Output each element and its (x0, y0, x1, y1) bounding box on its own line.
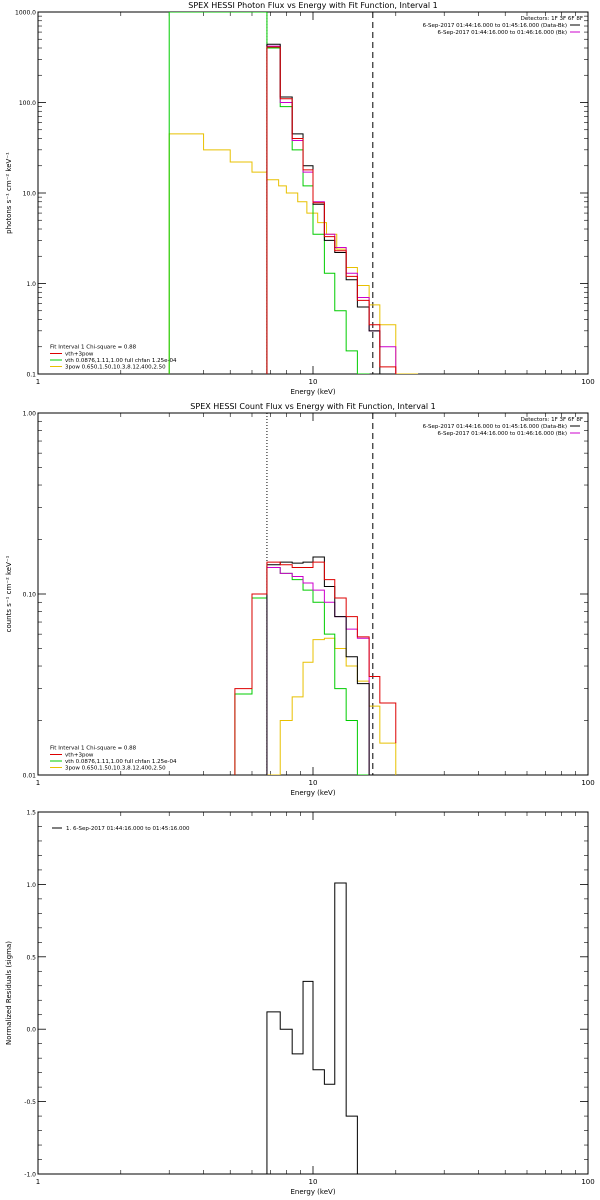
legend-entry-label: vth 0.0876,1.11,1.00 full chfan 1.25e-04 (65, 358, 177, 364)
legend-entry-label: vth 0.0876,1.11,1.00 full chfan 1.25e-04 (65, 759, 177, 765)
legend-entry-label: 6-Sep-2017 01:44:16.000 to 01:45:16.000 … (423, 424, 567, 430)
plot-area (266, 882, 370, 1174)
legend-detectors: Detectors: 1F 3F 6F 8F (521, 417, 583, 423)
series-histogram-5 (234, 561, 397, 775)
series-histogram-1 (266, 637, 397, 775)
y-axis-label: photons s⁻¹ cm⁻² keV⁻¹ (5, 152, 13, 234)
y-tick-label: 0.0 (26, 1027, 36, 1034)
y-tick-label: 100.0 (19, 100, 36, 107)
series-histogram-5 (266, 43, 381, 374)
y-axis-label: Normalized Residuals (sigma) (5, 941, 13, 1045)
x-tick-label: 10 (309, 779, 318, 787)
x-tick-label: 1 (36, 1178, 40, 1186)
y-tick-label: 1.00 (23, 411, 37, 418)
chart-panel-3: 1 10 100 -1.0 -0.5 0.0 0.5 1.0 1.5 Energy (keV) No… (5, 810, 595, 1197)
y-axis-label: counts s⁻¹ cm⁻² keV⁻¹ (5, 555, 13, 632)
series-histogram-3 (266, 47, 370, 374)
x-tick-label: 10 (309, 378, 318, 386)
legend-entry-label: 3pow 0.650,1.50,10.3,8.12,400,2.50 (65, 766, 166, 772)
y-tick-label: 1.0 (26, 281, 36, 288)
y-tick-label: 0.5 (26, 954, 36, 961)
chart-title: SPEX HESSI Photon Flux vs Energy with Fi… (188, 1, 438, 10)
series-histogram-3 (266, 567, 370, 775)
series-histogram-6 (266, 46, 397, 374)
legend-entry-label: 1. 6-Sep-2017 01:44:16.000 to 01:45:16.0… (66, 826, 190, 832)
y-tick-label: 1.5 (26, 810, 36, 817)
legend-fit-header: Fit Interval 1 Chi-square = 0.88 (50, 746, 137, 752)
series-histogram-2 (234, 567, 370, 775)
y-tick-label: -1.0 (24, 1172, 36, 1179)
series-histogram-4 (266, 556, 370, 775)
series-histogram-1 (266, 882, 370, 1174)
y-tick-label: -0.5 (24, 1099, 36, 1106)
legend-detectors: Detectors: 1F 3F 6F 8F (521, 16, 583, 22)
legend-entry-label: 3pow 0.650,1.50,10.3,8.12,400,2.50 (65, 365, 166, 371)
legend-entry-label: 6-Sep-2017 01:44:16.000 to 01:46:16.000 … (438, 30, 568, 36)
y-tick-label: 0.1 (26, 372, 36, 379)
x-axis-label: Energy (keV) (290, 789, 335, 797)
y-tick-label: 1.0 (26, 882, 36, 889)
legend-entry-label: 6-Sep-2017 01:44:16.000 to 01:45:16.000 … (423, 23, 567, 29)
series-histogram-1 (168, 133, 419, 374)
series-histogram-4 (266, 45, 397, 374)
legend-fit-header: Fit Interval 1 Chi-square = 0.88 (50, 345, 137, 351)
chart-title: SPEX HESSI Count Flux vs Energy with Fit… (190, 402, 435, 411)
legend-entry-label: vth+3pow (65, 753, 94, 759)
legend-entry-label: 6-Sep-2017 01:44:16.000 to 01:46:16.000 … (438, 431, 568, 437)
y-tick-label: 0.01 (23, 773, 37, 780)
y-tick-label: 0.10 (23, 592, 37, 599)
legend-entry-label: vth+3pow (65, 352, 94, 358)
x-tick-label: 10 (309, 1178, 318, 1186)
chart-panel-2: SPEX HESSI Count Flux vs Energy with Fit… (5, 402, 595, 797)
x-tick-label: 100 (581, 1178, 594, 1186)
x-tick-label: 100 (581, 378, 594, 386)
chart-panel-1: SPEX HESSI Photon Flux vs Energy with Fi… (5, 1, 595, 396)
x-tick-label: 1 (36, 378, 40, 386)
series-histogram-2 (168, 12, 268, 374)
y-tick-label: 1000.0 (15, 10, 36, 17)
y-tick-label: 10.0 (23, 191, 37, 198)
x-axis-label: Energy (keV) (290, 388, 335, 396)
x-tick-label: 100 (581, 779, 594, 787)
x-axis-label: Energy (keV) (290, 1188, 335, 1196)
x-tick-label: 1 (36, 779, 40, 787)
plot-area (168, 12, 419, 374)
plot-area (234, 413, 397, 775)
